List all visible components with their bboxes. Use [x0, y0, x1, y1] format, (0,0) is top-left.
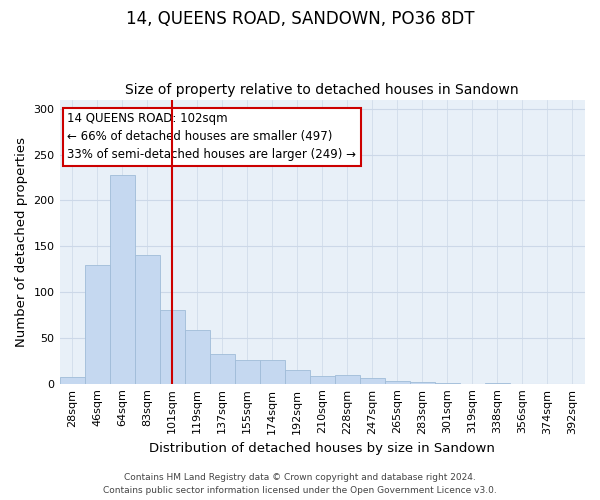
Bar — [335, 376, 360, 384]
Text: 14, QUEENS ROAD, SANDOWN, PO36 8DT: 14, QUEENS ROAD, SANDOWN, PO36 8DT — [126, 10, 474, 28]
Bar — [185, 330, 209, 384]
Bar — [385, 381, 410, 384]
Bar — [435, 383, 460, 384]
Bar — [310, 376, 335, 384]
Bar — [160, 310, 185, 384]
Bar — [110, 174, 134, 384]
Y-axis label: Number of detached properties: Number of detached properties — [15, 136, 28, 346]
Bar — [59, 378, 85, 384]
Text: Contains HM Land Registry data © Crown copyright and database right 2024.
Contai: Contains HM Land Registry data © Crown c… — [103, 474, 497, 495]
Bar — [485, 383, 510, 384]
Text: 14 QUEENS ROAD: 102sqm
← 66% of detached houses are smaller (497)
33% of semi-de: 14 QUEENS ROAD: 102sqm ← 66% of detached… — [67, 112, 356, 162]
Bar — [410, 382, 435, 384]
X-axis label: Distribution of detached houses by size in Sandown: Distribution of detached houses by size … — [149, 442, 495, 455]
Bar — [285, 370, 310, 384]
Bar — [85, 266, 110, 384]
Bar — [235, 360, 260, 384]
Bar — [209, 354, 235, 384]
Title: Size of property relative to detached houses in Sandown: Size of property relative to detached ho… — [125, 83, 519, 97]
Bar — [260, 360, 285, 384]
Bar — [360, 378, 385, 384]
Bar — [134, 256, 160, 384]
